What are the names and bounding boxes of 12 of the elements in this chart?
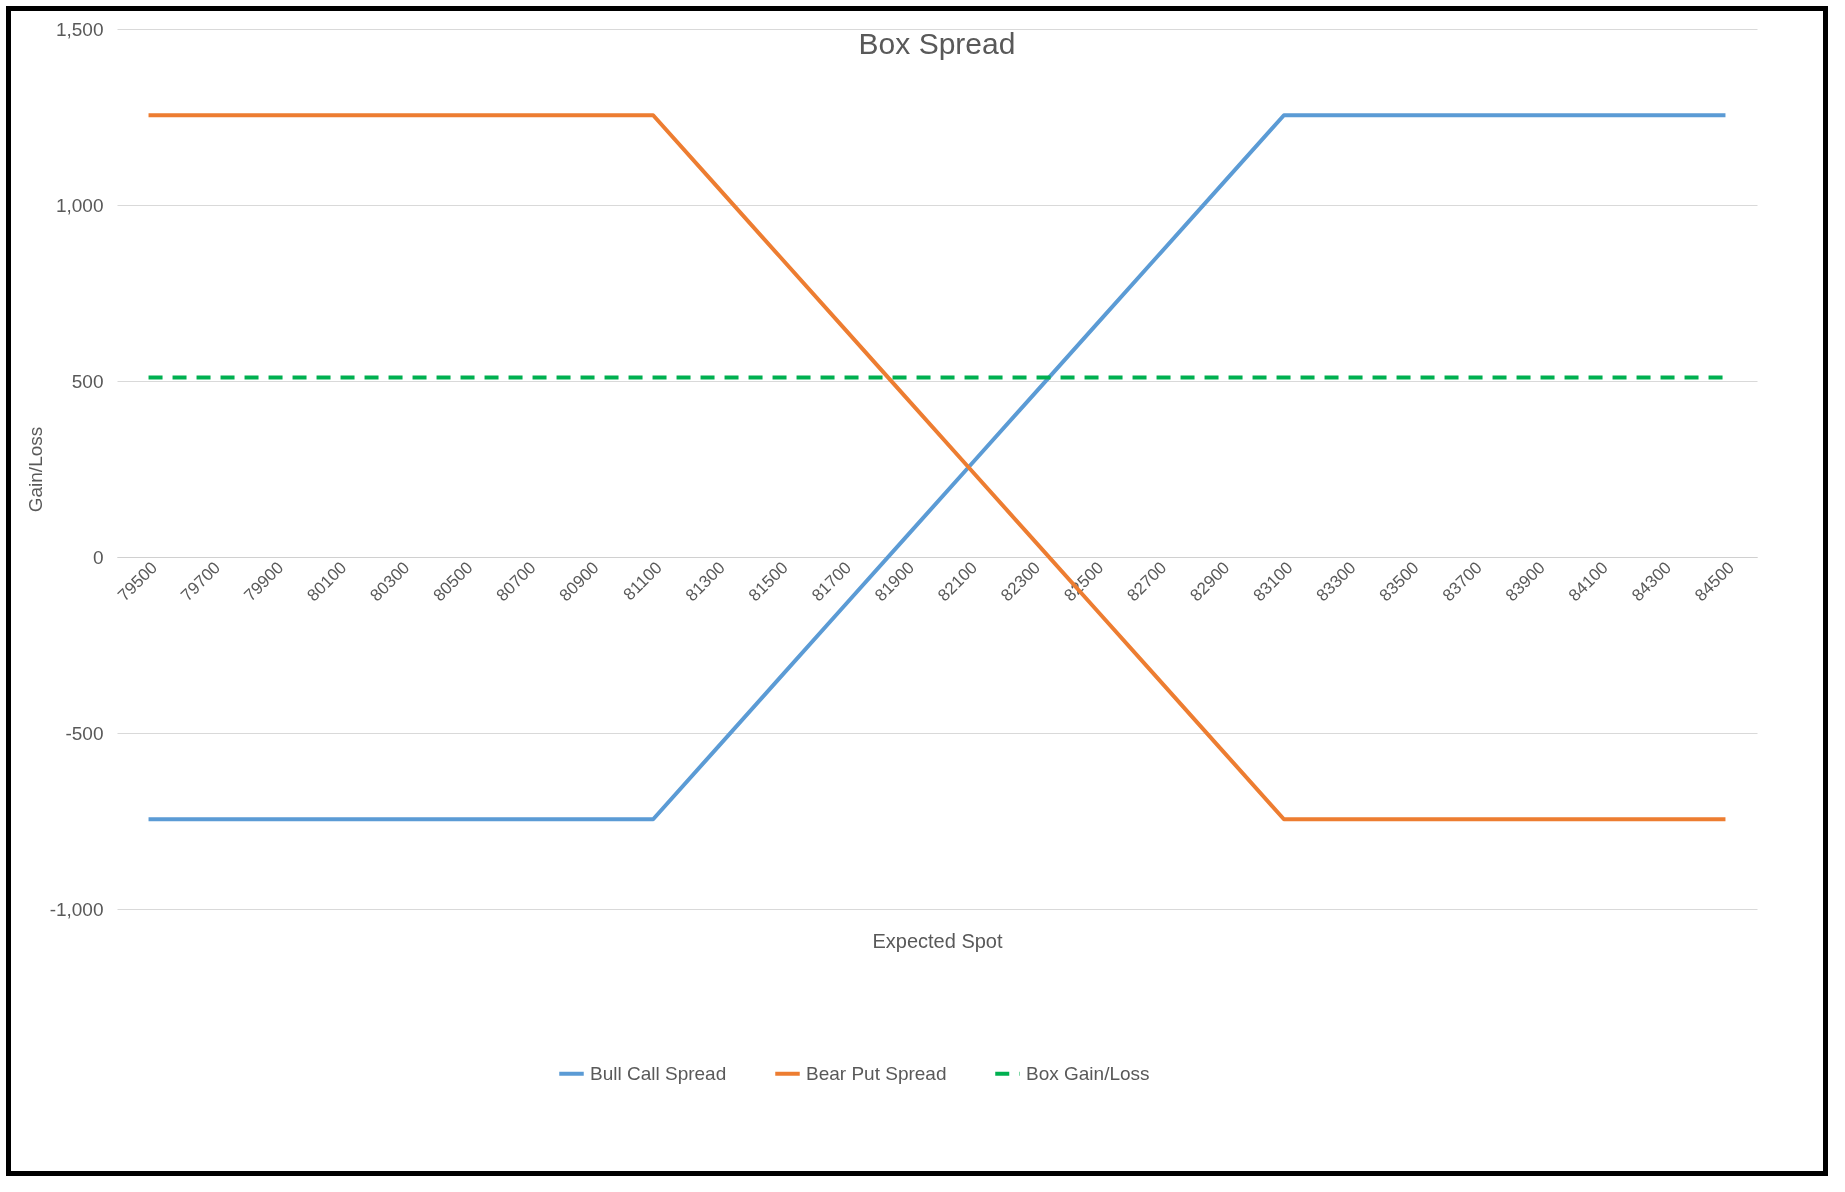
y-axis-title: Gain/Loss — [24, 426, 46, 513]
legend-label: Box Gain/Loss — [1026, 1062, 1150, 1084]
legend-label: Bear Put Spread — [806, 1062, 947, 1084]
y-tick-label: 500 — [71, 370, 104, 392]
y-tick-label: -1,000 — [49, 898, 104, 920]
y-tick-label: 0 — [92, 546, 104, 568]
legend-label: Bull Call Spread — [590, 1062, 727, 1084]
y-tick-label: 1,000 — [55, 194, 104, 216]
y-tick-label: -500 — [65, 722, 104, 744]
chart-title: Box Spread — [858, 27, 1016, 60]
y-tick-label: 1,500 — [55, 18, 104, 40]
x-axis-title: Expected Spot — [872, 929, 1003, 952]
